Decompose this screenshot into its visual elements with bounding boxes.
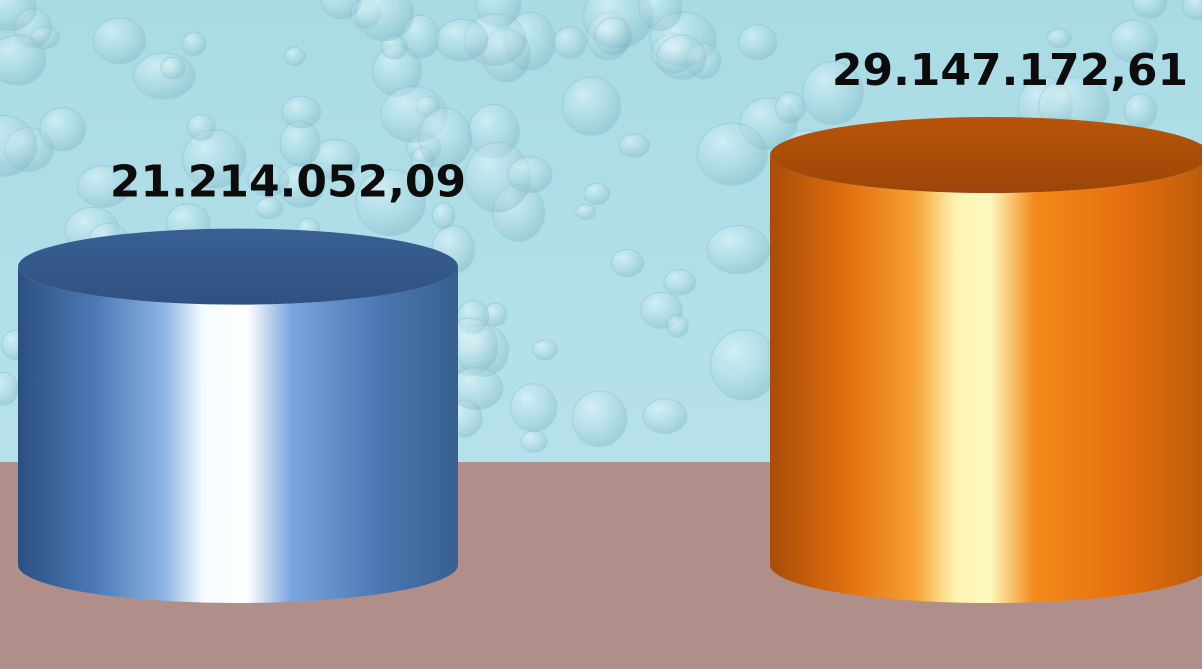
- bar-1-body: [18, 266, 458, 603]
- bar-2-value-label: 29.147.172,61: [832, 45, 1188, 96]
- data-labels: 21.214.052,09 29.147.172,61: [110, 45, 1188, 208]
- bar-2-cylinder: [770, 117, 1202, 603]
- bar-1-top: [18, 228, 458, 305]
- bar-series: [18, 117, 1202, 603]
- bar-1-value-label: 21.214.052,09: [110, 157, 466, 208]
- bar-1-cylinder: [18, 228, 458, 603]
- bar-2-body: [770, 155, 1202, 603]
- bar-2-top: [770, 117, 1202, 193]
